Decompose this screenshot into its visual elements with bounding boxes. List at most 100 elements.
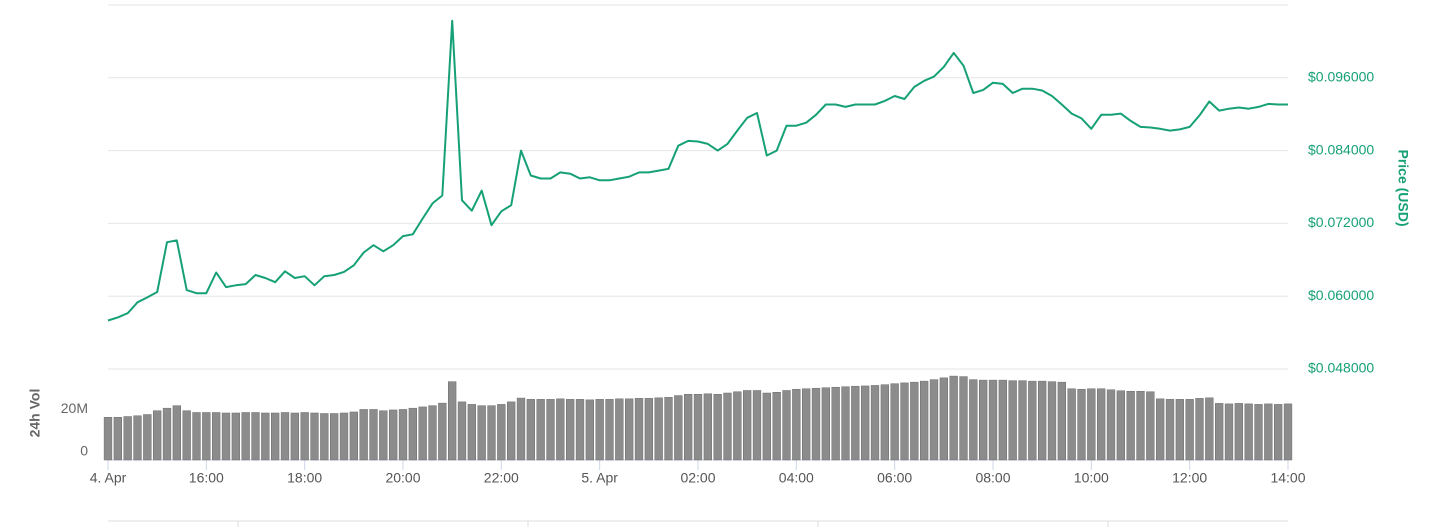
volume-bar [743,390,752,461]
x-tick-label: 20:00 [385,470,420,486]
volume-bar [1175,399,1184,461]
volume-bar [1234,403,1243,461]
volume-bar [271,412,280,461]
volume-bar [507,401,516,461]
volume-bar [339,412,349,461]
volume-bar [1038,380,1047,461]
volume-bar [516,397,526,461]
x-tick-label: 5. Apr [581,470,618,486]
volume-bar [310,412,319,461]
volume-bar [389,409,398,461]
volume-bar [585,399,594,461]
volume-bar [566,399,575,461]
volume-bar [1097,388,1106,461]
volume-bar [280,412,290,461]
volume-bar [811,387,821,461]
volume-bar [1008,380,1017,461]
volume-bar [733,391,742,461]
volume-bar [359,409,368,461]
volume-bar [910,381,919,461]
volume-bar [988,379,998,461]
volume-bar [497,404,506,461]
volume-bar [861,385,870,461]
volume-bar [251,412,260,461]
volume-bar [870,385,880,461]
volume-bar [526,399,535,461]
volume-bar [831,386,840,461]
volume-bar [133,415,142,461]
volume-bar [1156,398,1165,461]
volume-bar [1195,398,1204,461]
volume-bar [900,382,909,461]
volume-bar [330,413,339,461]
volume-bar [979,379,988,461]
x-tick-label: 12:00 [1172,470,1207,486]
volume-bar [920,380,929,461]
volume-bar [939,377,948,461]
volume-bar [212,412,221,461]
volume-bar [113,417,122,461]
volume-bar [1264,403,1273,461]
y-tick-label: $0.060000 [1308,287,1374,303]
volume-bar [438,402,447,461]
volume-bar [929,379,939,461]
y-tick-label: $0.096000 [1308,69,1374,85]
volume-bar [300,412,309,461]
volume-bar [1126,390,1135,461]
y-tick-label: $0.048000 [1308,360,1374,376]
volume-bar [1106,389,1116,461]
volume-bar [153,410,162,461]
volume-bar [1185,399,1194,461]
volume-bar [123,416,132,461]
volume-bar [1224,403,1234,461]
volume-bar [1018,380,1027,461]
volume-bar [1165,399,1175,461]
volume-bar [143,414,152,461]
volume-bar [782,390,791,461]
volume-bar [408,407,417,461]
volume-bar [890,383,899,461]
volume-bar [231,412,240,461]
y-tick-label: 0 [80,443,88,459]
volume-bar [703,393,712,461]
volume-bar [369,409,378,461]
x-tick-label: 22:00 [484,470,519,486]
x-tick-label: 10:00 [1074,470,1109,486]
y-tick-label: 20M [61,400,88,416]
volume-bar [674,395,683,461]
volume-bar [1047,381,1057,461]
volume-bar [290,412,299,461]
volume-bar [379,410,388,461]
volume-bar [418,406,427,461]
x-tick-label: 18:00 [287,470,322,486]
volume-bar [792,388,801,461]
x-tick-label: 04:00 [779,470,814,486]
volume-bar [1067,388,1076,461]
volume-bar [615,398,624,461]
price-axis-title: Price (USD) [1395,149,1411,226]
volume-bar [595,399,604,461]
volume-bar [172,405,181,461]
volume-bar [959,376,968,461]
volume-bar [664,397,673,461]
x-tick-label: 4. Apr [90,470,127,486]
volume-bar [320,413,329,461]
y-tick-label: $0.084000 [1308,141,1374,157]
volume-bar [261,412,270,461]
volume-bar [448,381,457,461]
volume-bar [634,398,644,461]
volume-bar [752,390,762,461]
volume-bar [762,392,771,461]
volume-bar [556,398,565,461]
volume-bar [1205,397,1214,461]
volume-bar [192,412,201,461]
volume-bar [969,379,978,461]
volume-bar [1028,380,1037,461]
volume-bar [1254,404,1263,461]
x-tick-label: 02:00 [680,470,715,486]
volume-bar [841,386,850,461]
volume-bar [182,410,191,461]
x-tick-label: 08:00 [975,470,1010,486]
